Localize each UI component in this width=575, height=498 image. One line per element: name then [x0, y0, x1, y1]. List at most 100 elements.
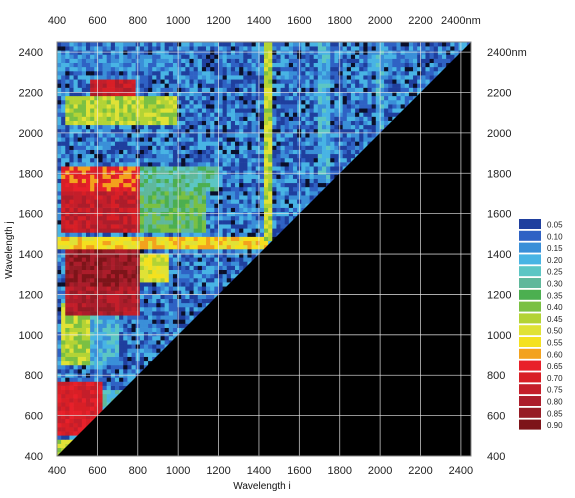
heatmap-cell	[98, 46, 103, 51]
heatmap-cell	[243, 244, 248, 250]
heatmap-cell	[57, 236, 62, 242]
heatmap-cell	[272, 124, 277, 130]
heatmap-cell	[57, 244, 62, 250]
heatmap-cell	[65, 195, 70, 200]
heatmap-cell	[272, 75, 277, 80]
heatmap-cell	[288, 195, 294, 200]
heatmap-cell	[90, 232, 95, 237]
heatmap-cell	[102, 352, 107, 357]
heatmap-cell	[284, 79, 290, 84]
heatmap-cell	[168, 58, 174, 63]
heatmap-cell	[106, 133, 112, 138]
heatmap-cell	[148, 286, 153, 291]
heatmap-cell	[123, 340, 128, 345]
heatmap-cell	[247, 83, 252, 88]
heatmap-cell	[388, 95, 393, 101]
heatmap-cell	[379, 116, 385, 121]
heatmap-cell	[90, 240, 95, 246]
heatmap-cell	[119, 348, 124, 353]
heatmap-cell	[61, 381, 66, 386]
heatmap-cell	[330, 46, 335, 51]
heatmap-cell	[230, 70, 236, 76]
heatmap-cell	[168, 54, 174, 59]
heatmap-cell	[177, 323, 182, 328]
heatmap-cell	[127, 340, 132, 345]
heatmap-cell	[321, 108, 327, 113]
heatmap-cell	[139, 178, 145, 184]
heatmap-cell	[417, 83, 422, 88]
heatmap-cell	[379, 112, 385, 117]
heatmap-cell	[81, 95, 87, 101]
heatmap-cell	[81, 306, 87, 312]
heatmap-cell	[77, 42, 83, 47]
heatmap-cell	[301, 46, 306, 51]
heatmap-cell	[164, 153, 170, 159]
heatmap-cell	[85, 290, 91, 295]
heatmap-cell	[69, 162, 74, 167]
heatmap-cell	[292, 54, 298, 59]
heatmap-cell	[272, 58, 277, 63]
heatmap-cell	[247, 58, 252, 63]
heatmap-cell	[206, 277, 211, 283]
heatmap-cell	[197, 141, 203, 146]
heatmap-cell	[206, 50, 211, 55]
heatmap-cell	[313, 62, 319, 68]
heatmap-cell	[61, 418, 66, 424]
heatmap-cell	[106, 319, 112, 324]
heatmap-cell	[421, 54, 426, 59]
heatmap-cell	[61, 62, 66, 68]
heatmap-cell	[247, 46, 252, 51]
heatmap-cell	[280, 199, 285, 204]
heatmap-cell	[57, 427, 62, 432]
heatmap-cell	[280, 128, 285, 134]
heatmap-cell	[98, 153, 103, 159]
heatmap-cell	[131, 203, 136, 208]
heatmap-cell	[148, 335, 153, 341]
heatmap-cell	[160, 203, 165, 208]
heatmap-cell	[152, 83, 157, 88]
heatmap-cell	[350, 75, 356, 80]
heatmap-cell	[152, 348, 157, 353]
heatmap-cell	[272, 170, 277, 175]
heatmap-cell	[197, 236, 203, 242]
heatmap-cell	[94, 99, 99, 105]
heatmap-cell	[77, 406, 83, 411]
heatmap-cell	[408, 66, 414, 72]
heatmap-cell	[131, 182, 136, 188]
heatmap-cell	[119, 364, 124, 370]
heatmap-cell	[106, 385, 112, 391]
heatmap-cell	[284, 141, 290, 146]
heatmap-cell	[301, 178, 306, 184]
heatmap-cell	[160, 120, 165, 126]
heatmap-cell	[160, 54, 165, 59]
heatmap-cell	[152, 265, 157, 270]
heatmap-cell	[218, 265, 223, 270]
heatmap-cell	[235, 50, 240, 55]
heatmap-cell	[239, 203, 244, 208]
heatmap-cell	[131, 133, 136, 138]
heatmap-cell	[330, 149, 335, 155]
heatmap-cell	[164, 335, 170, 341]
heatmap-cell	[305, 124, 310, 130]
heatmap-cell	[61, 331, 66, 337]
heatmap-cell	[90, 91, 95, 97]
heatmap-cell	[69, 112, 74, 117]
heatmap-cell	[61, 95, 66, 101]
heatmap-cell	[172, 166, 178, 171]
heatmap-cell	[243, 79, 248, 84]
heatmap-cell	[114, 166, 120, 171]
heatmap-cell	[201, 224, 207, 229]
heatmap-cell	[90, 306, 95, 312]
heatmap-cell	[168, 199, 174, 204]
heatmap-cell	[77, 178, 83, 184]
heatmap-cell	[81, 402, 87, 407]
heatmap-cell	[61, 340, 66, 345]
heatmap-cell	[110, 50, 116, 55]
heatmap-cell	[210, 166, 215, 171]
heatmap-cell	[367, 104, 372, 109]
heatmap-cell	[73, 199, 78, 204]
heatmap-cell	[85, 112, 91, 117]
heatmap-cell	[69, 364, 74, 370]
heatmap-cell	[168, 66, 174, 72]
heatmap-cell	[123, 244, 128, 250]
